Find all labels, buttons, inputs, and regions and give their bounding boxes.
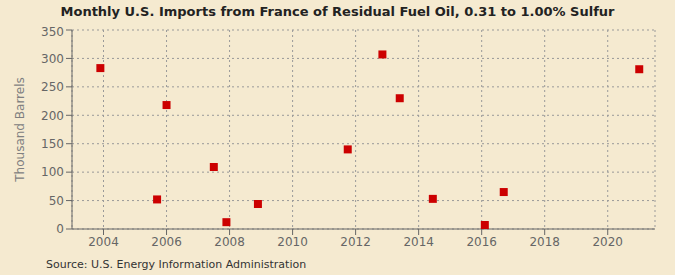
svg-text:2018: 2018: [529, 235, 560, 249]
svg-text:2014: 2014: [403, 235, 434, 249]
svg-text:300: 300: [41, 52, 64, 66]
svg-text:250: 250: [41, 80, 64, 94]
svg-text:2006: 2006: [151, 235, 182, 249]
svg-text:50: 50: [49, 194, 64, 208]
svg-text:2008: 2008: [214, 235, 245, 249]
svg-text:2020: 2020: [592, 235, 623, 249]
svg-text:200: 200: [41, 109, 64, 123]
svg-text:350: 350: [41, 25, 64, 39]
svg-text:150: 150: [41, 137, 64, 151]
html-text:Monthly U.S. Imports from Fran: Monthly U.S. Imports from France of Resi…: [60, 4, 615, 19]
html-text:Source: U.S. Energy Informatio: Source: U.S. Energy Information Administ…: [46, 258, 307, 271]
svg-text:2016: 2016: [466, 235, 497, 249]
svg-text:100: 100: [41, 165, 64, 179]
svg-text:0: 0: [56, 222, 64, 236]
svg-text:2010: 2010: [277, 235, 308, 249]
svg-text:2012: 2012: [340, 235, 371, 249]
svg-text:Thousand Barrels: Thousand Barrels: [13, 77, 27, 182]
svg-text:2004: 2004: [88, 235, 119, 249]
